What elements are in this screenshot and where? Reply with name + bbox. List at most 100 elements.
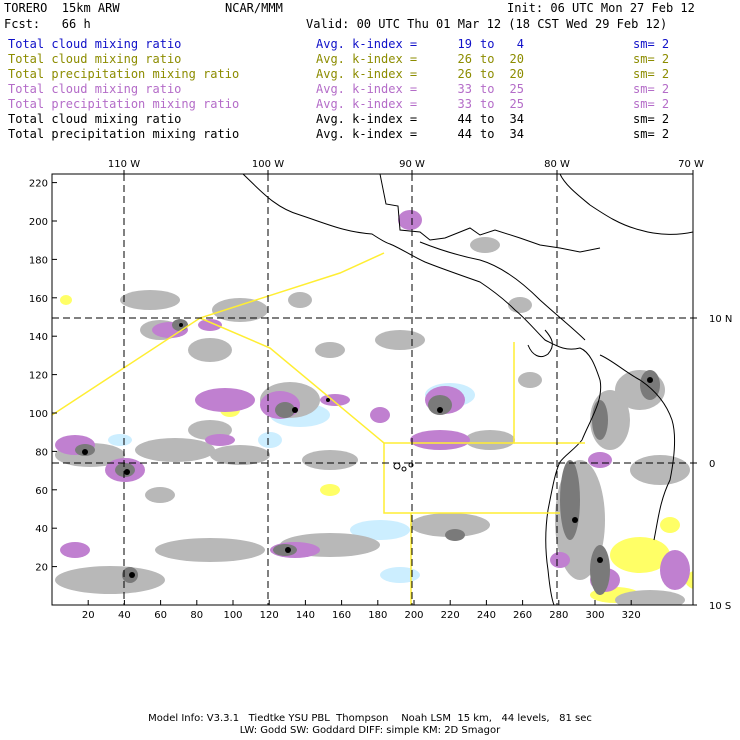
light-blue-field [350,520,410,540]
dark-gray-field [428,395,452,415]
legend-row: Total precipitation mixing ratio Avg. k-i… [8,97,738,112]
light-gray-field [212,298,268,322]
cloud-fields [55,210,693,605]
legend-value-to: 25 [509,97,524,111]
legend-avg-label: Avg. k-index = [316,112,418,126]
legend-field-name: Total cloud mixing ratio [8,37,182,51]
lon-label: 70 W [678,159,704,170]
black-field [82,449,88,455]
legend-value-from: 44 [457,112,472,126]
legend-row: Total cloud mixing ratio Avg. k-index = 26… [8,52,738,67]
x-tick-label: 300 [585,610,604,620]
y-tick-label: 180 [29,255,48,266]
light-gray-field [410,513,490,537]
legend-avg-label: Avg. k-index = [316,97,418,111]
legend-smoothing: sm= 2 [633,82,670,96]
y-tick-label: 40 [35,524,48,535]
legend-value-to: 34 [509,112,524,126]
legend-field-name: Total cloud mixing ratio [8,112,182,126]
black-field [124,469,130,475]
lat-lon-grid [52,174,693,605]
legend-value-to: 4 [516,37,524,51]
legend-row: Total cloud mixing ratio Avg. k-index = 33… [8,82,738,97]
light-gray-field [135,438,215,462]
light-gray-field [188,338,232,362]
x-tick-label: 160 [332,610,351,620]
legend-smoothing: sm= 2 [633,97,670,111]
black-field [597,557,603,563]
legend-avg-label: Avg. k-index = [316,67,418,81]
x-tick-label: 120 [260,610,279,620]
model-info-line-1: Model Info: V3.3.1 Tiedtke YSU PBL Thomp… [148,713,592,724]
legend-to-label: to [480,82,495,96]
light-gray-field [155,538,265,562]
purple-field [410,430,470,450]
dark-gray-field [592,400,608,440]
light-gray-field [210,445,270,465]
precipitation-map: 20 40 60 80 100 120 140 160 180 200 220 240 260 280 30… [29,159,732,620]
purple-field [370,407,390,423]
x-tick-label: 80 [190,610,203,620]
lon-label: 110 W [108,159,140,170]
light-blue-field [108,434,132,446]
light-gray-field [315,342,345,358]
legend-smoothing: sm= 2 [633,52,670,66]
legend-field-name: Total cloud mixing ratio [8,82,182,96]
light-gray-field [288,292,312,308]
purple-field [320,394,350,406]
legend-value-to: 20 [509,52,524,66]
x-tick-label: 40 [118,610,131,620]
forecast-hour: Fcst: 66 h [4,17,91,31]
legend-smoothing: sm= 2 [633,127,670,141]
purple-field [195,388,255,412]
legend-value-from: 19 [457,37,472,51]
dark-gray-field [590,545,610,595]
light-blue-field [380,567,420,583]
legend-value-from: 44 [457,127,472,141]
light-gray-field [508,297,532,313]
legend-value-from: 33 [457,82,472,96]
legend-to-label: to [480,67,495,81]
legend-value-to: 25 [509,82,524,96]
y-tick-label: 20 [35,563,48,574]
x-tick-label: 220 [441,610,460,620]
x-tick-label: 260 [513,610,532,620]
purple-field [660,550,690,590]
black-field [647,377,653,383]
y-tick-label: 100 [29,409,48,420]
light-gray-field [518,372,542,388]
purple-field [398,210,422,230]
legend-value-from: 26 [457,67,472,81]
black-field [437,407,443,413]
model-info-line-2: LW: Godd SW: Goddard DIFF: simple KM: 2D… [239,725,501,736]
legend-field-name: Total cloud mixing ratio [8,52,182,66]
light-gray-field [630,455,690,485]
legend-field-name: Total precipitation mixing ratio [8,67,240,81]
y-tick-label: 120 [29,371,48,382]
light-gray-field [120,290,180,310]
black-field [285,547,291,553]
y-tick-label: 140 [29,332,48,343]
purple-field [205,434,235,446]
lon-label: 100 W [252,159,284,170]
lon-label: 80 W [544,159,570,170]
legend-avg-label: Avg. k-index = [316,52,418,66]
legend-field-name: Total precipitation mixing ratio [8,127,240,141]
light-gray-field [55,566,165,594]
legend-row: Total cloud mixing ratio Avg. k-index = 19… [8,37,738,52]
lat-label: 10 S [709,601,731,612]
legend-to-label: to [480,37,495,51]
x-tick-label: 180 [368,610,387,620]
light-gray-field [465,430,515,450]
light-gray-field [615,590,685,605]
y-tick-label: 60 [35,486,48,497]
y-tick-label: 220 [29,179,48,190]
legend-to-label: to [480,112,495,126]
legend-avg-label: Avg. k-index = [316,127,418,141]
valid-time: Valid: 00 UTC Thu 01 Mar 12 (18 CST Wed … [306,17,668,31]
yellow-field [320,484,340,496]
light-gray-field [302,450,358,470]
map-frame [51,173,694,606]
legend-to-label: to [480,97,495,111]
legend-avg-label: Avg. k-index = [316,82,418,96]
